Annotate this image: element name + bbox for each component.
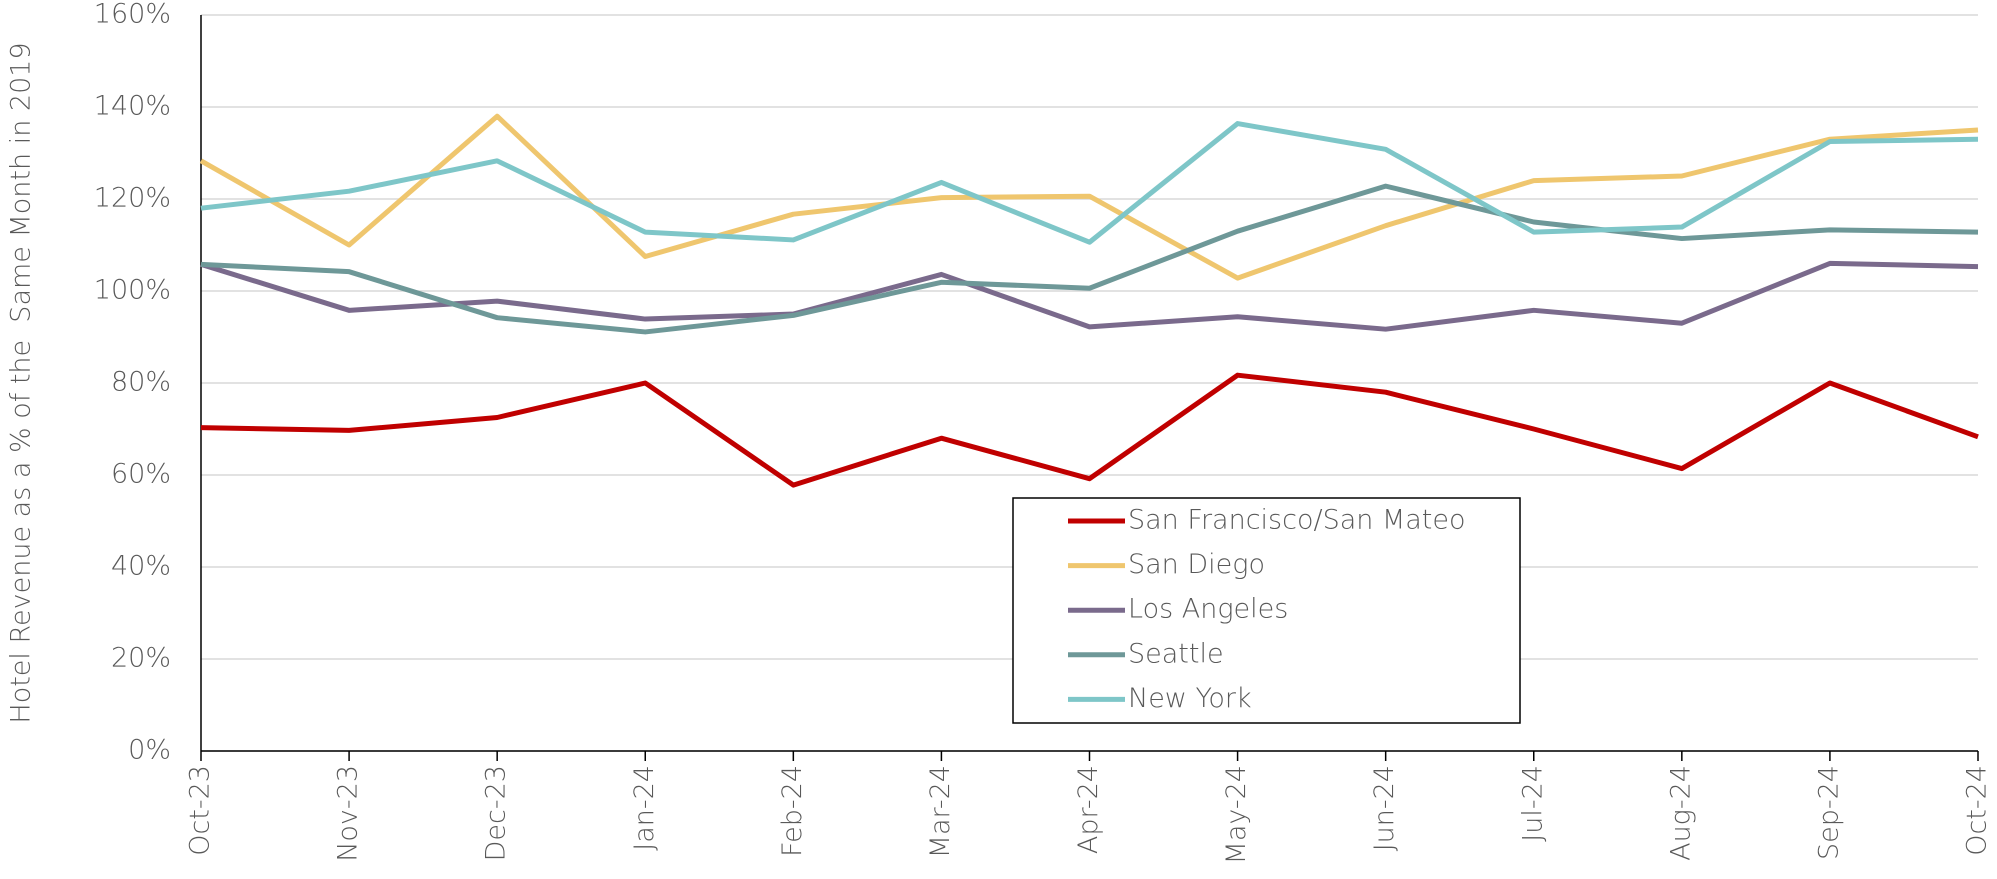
y-tick-label: 140% [94,91,171,122]
legend-label: Los Angeles [1128,594,1288,625]
series-line [200,121,1979,245]
legend-label: Seattle [1128,638,1224,669]
series-line [199,113,1979,281]
series-line [200,183,1979,335]
legend-label: San Diego [1128,549,1265,580]
y-tick-label: 0% [128,735,171,766]
x-tick-label: Jan-24 [629,765,660,851]
legend-label: San Francisco/San Mateo [1128,505,1466,536]
y-tick-label: 20% [111,643,171,674]
y-tick-label: 100% [94,275,171,306]
x-tick-label: Mar-24 [925,765,956,858]
x-tick-label: May-24 [1221,765,1252,864]
y-axis-label: Hotel Revenue as a % of the Same Month i… [6,42,37,723]
y-tick-label: 120% [94,183,171,214]
series-line [200,372,1979,488]
y-tick-label: 40% [111,551,171,582]
legend-label: New York [1128,683,1252,714]
x-tick-label: Dec-23 [481,765,512,861]
x-tick-label: Jun-24 [1369,765,1400,851]
y-tick-label: 80% [111,367,171,398]
x-tick-label: Oct-24 [1962,765,1993,856]
x-tick-label: Sep-24 [1813,765,1844,860]
x-tick-label: Apr-24 [1073,765,1104,854]
y-tick-label: 160% [94,0,171,30]
y-tick-label: 60% [111,459,171,490]
x-tick-label: Feb-24 [777,765,808,857]
series-line [200,260,1979,332]
x-tick-label: Aug-24 [1665,765,1696,861]
x-tick-label: Oct-23 [185,765,216,856]
x-tick-label: Jul-24 [1517,765,1548,842]
x-tick-label: Nov-23 [333,765,364,862]
